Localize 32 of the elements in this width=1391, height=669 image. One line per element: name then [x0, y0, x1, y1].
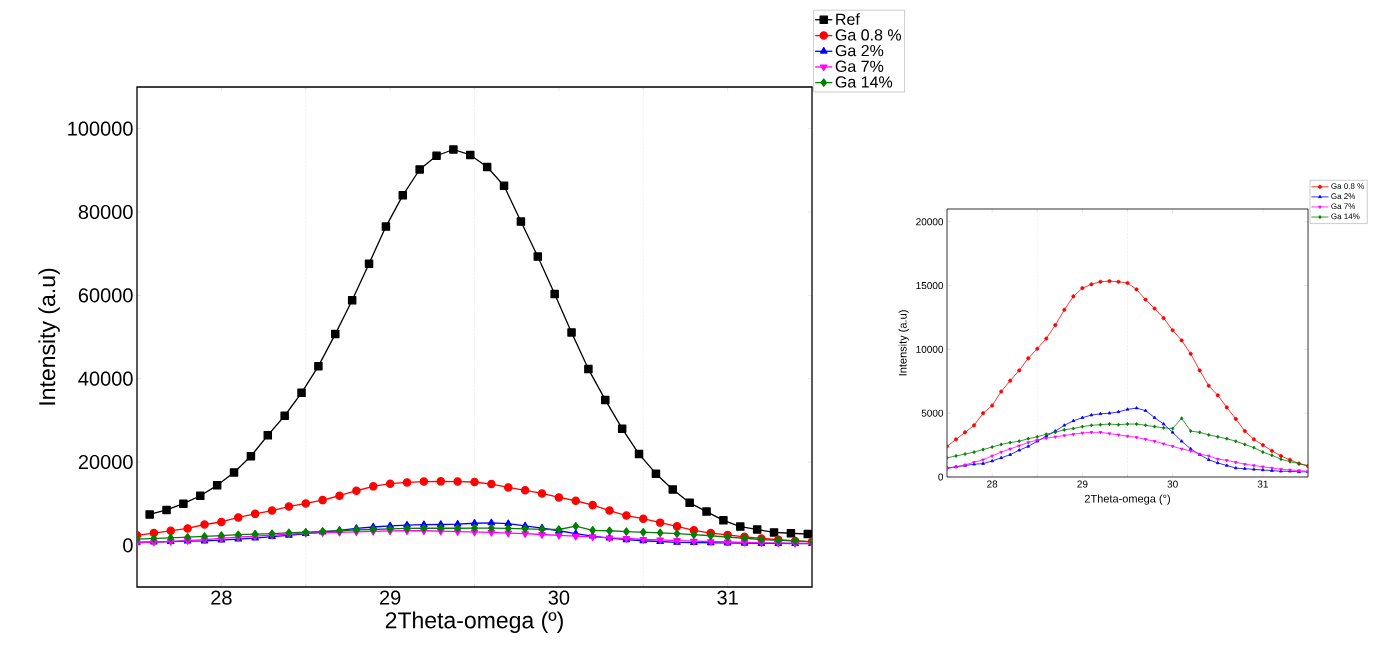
legend-label: Ga 0.8 % — [1331, 183, 1364, 189]
y-tick-label: 0 — [123, 538, 133, 553]
legend-label: Ga 7% — [835, 60, 884, 72]
y-axis-title: Intensity (a.u) — [38, 268, 60, 405]
legend-label: Ga 2% — [835, 44, 884, 57]
x-tick-label: 30 — [1167, 480, 1178, 488]
x-tick-label: 28 — [987, 480, 998, 488]
legend-label: Ref — [836, 13, 860, 25]
y-tick-label: 60000 — [78, 288, 133, 303]
x-axis-title: 2Theta-omega (º) — [385, 611, 563, 633]
y-tick-label: 40000 — [78, 371, 133, 386]
y-tick-label: 15000 — [916, 282, 944, 290]
x-tick-label: 29 — [380, 590, 401, 605]
y-tick-label: 80000 — [78, 204, 133, 220]
x-tick-label: 28 — [211, 590, 232, 605]
y-tick-label: 20000 — [916, 218, 944, 226]
y-tick-label: 10000 — [916, 345, 944, 353]
legend-label: Ga 2% — [1331, 193, 1356, 199]
legend-label: Ga 7% — [1331, 203, 1356, 210]
x-axis-title: 2Theta-omega (°) — [1084, 494, 1170, 505]
y-tick-label: 0 — [938, 473, 944, 481]
legend-label: Ga 14% — [1331, 213, 1360, 220]
legend-label: Ga 14% — [835, 76, 893, 88]
x-tick-label: 31 — [717, 590, 738, 605]
y-axis-title: Intensity (a.u) — [898, 310, 909, 376]
x-tick-label: 29 — [1077, 480, 1088, 488]
y-tick-label: 20000 — [78, 454, 133, 470]
y-tick-label: 100000 — [68, 121, 133, 136]
x-tick-label: 30 — [548, 590, 570, 605]
legend-label: Ga 0.8 % — [835, 29, 902, 41]
x-tick-label: 31 — [1257, 480, 1268, 488]
y-tick-label: 5000 — [921, 409, 944, 417]
